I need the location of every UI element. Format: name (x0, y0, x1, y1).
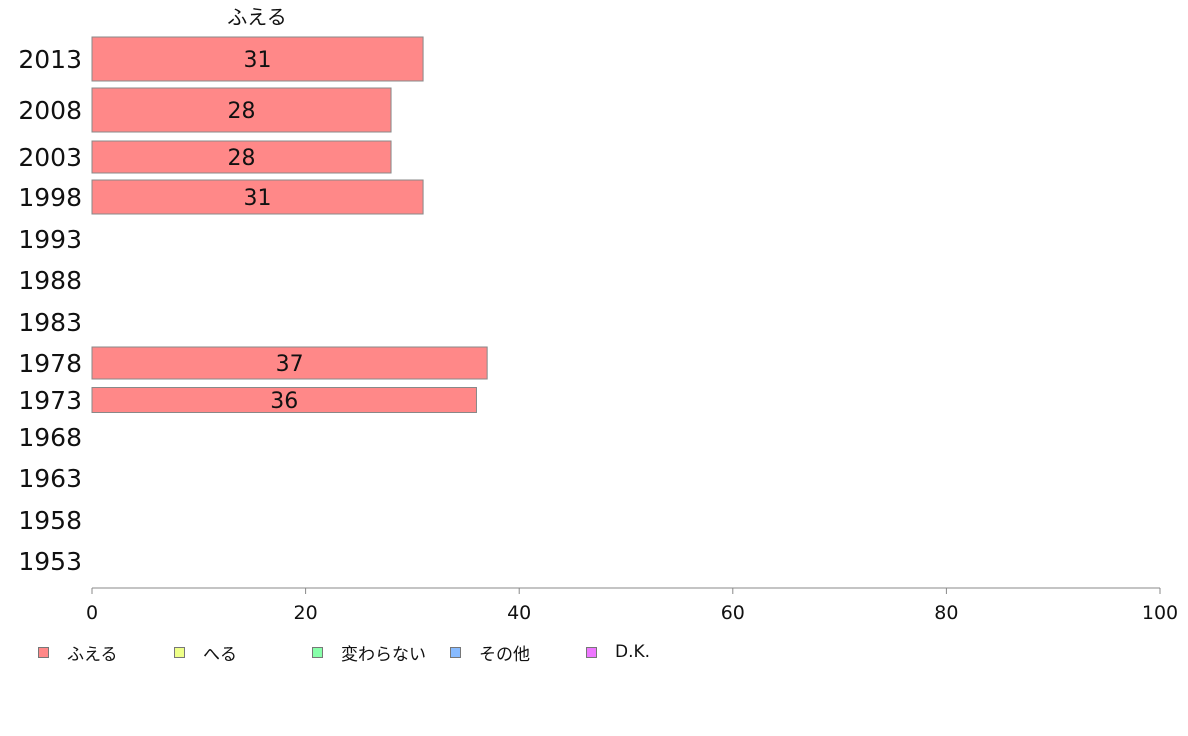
y-tick-label: 2008 (18, 96, 82, 125)
data-label: 31 (244, 48, 272, 73)
x-tick-label: 80 (934, 602, 958, 624)
legend-item: へる (174, 640, 237, 665)
bar (91, 387, 477, 413)
y-tick-label: 2003 (18, 143, 82, 172)
bar (91, 87, 392, 133)
x-tick-label: 60 (721, 602, 745, 624)
x-tick-label: 0 (86, 602, 98, 624)
legend-item: その他 (450, 640, 530, 665)
chart-rows: 2013 31 2008 28 2003 28 1998 31 1993 1988 1983 1978… (18, 36, 488, 576)
y-tick-label: 1963 (18, 464, 82, 493)
y-tick-label: 1968 (18, 423, 82, 452)
legend-label: 変わらない (341, 644, 426, 665)
x-tick-label: 20 (294, 602, 318, 624)
legend-label: へる (203, 644, 237, 665)
x-tick-label: 100 (1142, 602, 1178, 624)
legend-swatch (312, 646, 323, 658)
y-tick-label: 1988 (18, 266, 82, 295)
y-tick-label: 1993 (18, 225, 82, 254)
legend-swatch (586, 646, 597, 658)
y-tick-label: 1958 (18, 506, 82, 535)
legend-label: D.K. (615, 642, 651, 662)
series-title: ふえる (227, 5, 286, 29)
legend-label: その他 (479, 644, 530, 665)
bar (91, 346, 488, 380)
data-label: 28 (228, 99, 256, 124)
y-tick-label: 1998 (18, 183, 82, 212)
legend-swatch (38, 646, 49, 658)
legend-label: ふえる (67, 644, 118, 665)
bar (91, 179, 424, 215)
x-tick-label: 40 (507, 602, 531, 624)
y-tick-label: 2013 (18, 45, 82, 74)
legend-swatch (450, 646, 461, 658)
bar (91, 36, 424, 82)
x-axis: 0 20 40 60 80 100 (86, 587, 1178, 624)
bar (91, 140, 392, 174)
data-label: 28 (228, 146, 256, 171)
legend-swatch (174, 646, 185, 658)
y-tick-label: 1953 (18, 547, 82, 576)
legend-item: D.K. (586, 640, 650, 664)
data-label: 37 (276, 352, 304, 377)
legend-item: ふえる (38, 640, 118, 665)
data-label: 36 (270, 389, 298, 414)
y-tick-label: 1973 (18, 386, 82, 415)
data-label: 31 (244, 186, 272, 211)
legend-item: 変わらない (312, 640, 426, 665)
y-tick-label: 1978 (18, 349, 82, 378)
y-tick-label: 1983 (18, 308, 82, 337)
